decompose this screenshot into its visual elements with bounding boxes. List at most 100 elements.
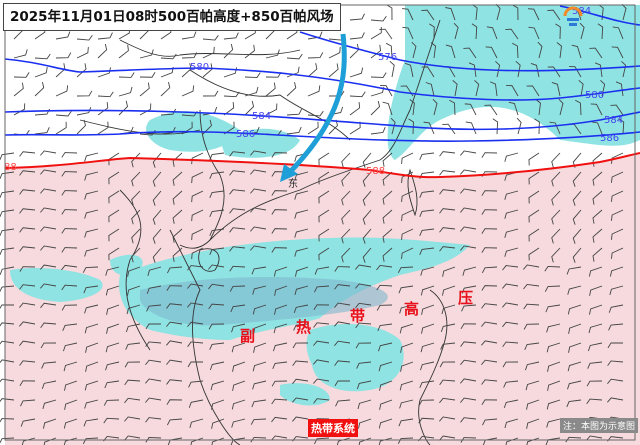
wind-barb — [181, 63, 192, 78]
wind-barb — [429, 23, 435, 40]
wind-barb — [495, 60, 501, 78]
wind-barb — [271, 190, 288, 196]
wind-barb — [160, 53, 177, 60]
wind-barb — [0, 304, 15, 311]
wind-barb — [398, 285, 414, 294]
wind-barb — [40, 207, 57, 213]
wind-barb — [152, 171, 162, 187]
wind-barb — [34, 66, 48, 78]
wind-barb — [42, 399, 57, 410]
wind-barb — [244, 44, 255, 59]
wind-barb — [271, 416, 288, 423]
wind-barb — [621, 3, 627, 21]
wind-barb — [252, 285, 267, 295]
wind-barb — [274, 285, 288, 296]
wind-barb — [244, 100, 255, 116]
wind-barb — [84, 228, 99, 238]
wind-barb — [307, 110, 324, 117]
wind-barb — [328, 46, 341, 59]
wind-barb — [505, 28, 519, 40]
contour-label: 580 — [585, 90, 604, 101]
wind-barb — [250, 188, 267, 194]
wind-barb — [147, 266, 162, 276]
wind-barb — [397, 437, 414, 444]
wind-barb — [382, 209, 393, 224]
wind-barb — [63, 418, 78, 429]
wind-barb — [523, 303, 540, 310]
wind-barb — [551, 228, 561, 244]
wind-barb — [439, 379, 456, 386]
wind-barb — [145, 359, 162, 366]
wind-barb — [191, 209, 204, 222]
wind-barb — [209, 361, 225, 371]
wind-barb — [528, 209, 540, 223]
wind-barb — [124, 361, 141, 368]
wind-barb — [590, 103, 603, 116]
wind-barb — [608, 323, 624, 331]
wind-barb — [172, 190, 183, 205]
wind-barb — [439, 208, 456, 214]
wind-barb — [567, 380, 582, 390]
wind-barb — [382, 101, 393, 116]
wind-barb — [19, 302, 36, 308]
wind-barb — [293, 304, 309, 313]
wind-barb — [421, 66, 435, 78]
wind-barb — [62, 323, 78, 331]
wind-barb — [464, 103, 477, 116]
wind-barb — [528, 228, 540, 242]
wind-barb — [229, 208, 246, 214]
wind-barb — [334, 360, 351, 366]
wind-barb — [502, 341, 519, 348]
wind-barb — [209, 190, 225, 199]
wind-barb — [400, 361, 414, 372]
wind-barb — [355, 342, 372, 349]
wind-barb — [286, 53, 303, 60]
wind-barb — [187, 341, 204, 347]
wind-barb — [607, 342, 624, 349]
wind-barb — [546, 399, 561, 410]
wind-barb — [385, 42, 393, 59]
wind-barb — [230, 304, 246, 313]
contour-label: 584 — [572, 6, 591, 17]
wind-barb — [566, 399, 582, 408]
wind-barb — [125, 323, 141, 333]
wind-barb — [460, 188, 477, 194]
wind-barb — [526, 85, 540, 97]
wind-barb — [307, 52, 324, 59]
wind-barb — [271, 152, 288, 158]
wind-barb — [19, 321, 36, 327]
wind-barb — [97, 32, 113, 40]
wind-barb — [271, 228, 288, 234]
wind-barb — [588, 323, 603, 334]
wind-barb — [191, 190, 204, 203]
wind-barb — [486, 26, 498, 40]
wind-barb — [139, 72, 156, 78]
wind-barb — [419, 190, 435, 198]
wind-barb — [294, 266, 309, 277]
wind-barb — [61, 171, 78, 177]
wind-barb — [439, 361, 456, 368]
wind-barb — [294, 209, 309, 219]
wind-barb — [97, 43, 108, 59]
wind-barb — [313, 437, 330, 445]
contour-label: 588 — [366, 166, 385, 177]
wind-barb — [526, 418, 540, 429]
wind-barb — [118, 44, 129, 59]
wind-barb — [166, 359, 183, 365]
wind-barb — [146, 304, 162, 312]
wind-barb — [546, 342, 561, 353]
wind-barb — [551, 190, 561, 206]
contour-label: 576 — [378, 52, 397, 63]
wind-barb — [355, 283, 372, 289]
wind-barb — [461, 304, 477, 312]
wind-barb — [572, 190, 582, 206]
wind-barb — [589, 47, 603, 59]
wind-barb — [489, 81, 498, 97]
wind-barb — [537, 41, 543, 59]
wind-barb — [223, 32, 239, 40]
wind-barb — [55, 110, 72, 117]
wind-barb — [167, 266, 183, 274]
wind-barb — [419, 247, 435, 255]
wind-barb — [152, 228, 162, 244]
